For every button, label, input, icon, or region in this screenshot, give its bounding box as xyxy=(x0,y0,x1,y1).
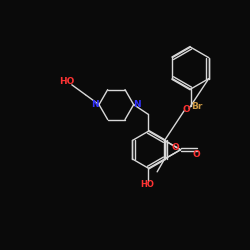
Text: HO: HO xyxy=(59,76,74,86)
Text: HO: HO xyxy=(140,180,154,189)
Text: N: N xyxy=(134,100,141,109)
Text: N: N xyxy=(92,100,99,109)
Text: O: O xyxy=(172,143,179,152)
Text: O: O xyxy=(183,105,190,114)
Text: O: O xyxy=(192,150,200,159)
Text: Br: Br xyxy=(191,102,202,111)
